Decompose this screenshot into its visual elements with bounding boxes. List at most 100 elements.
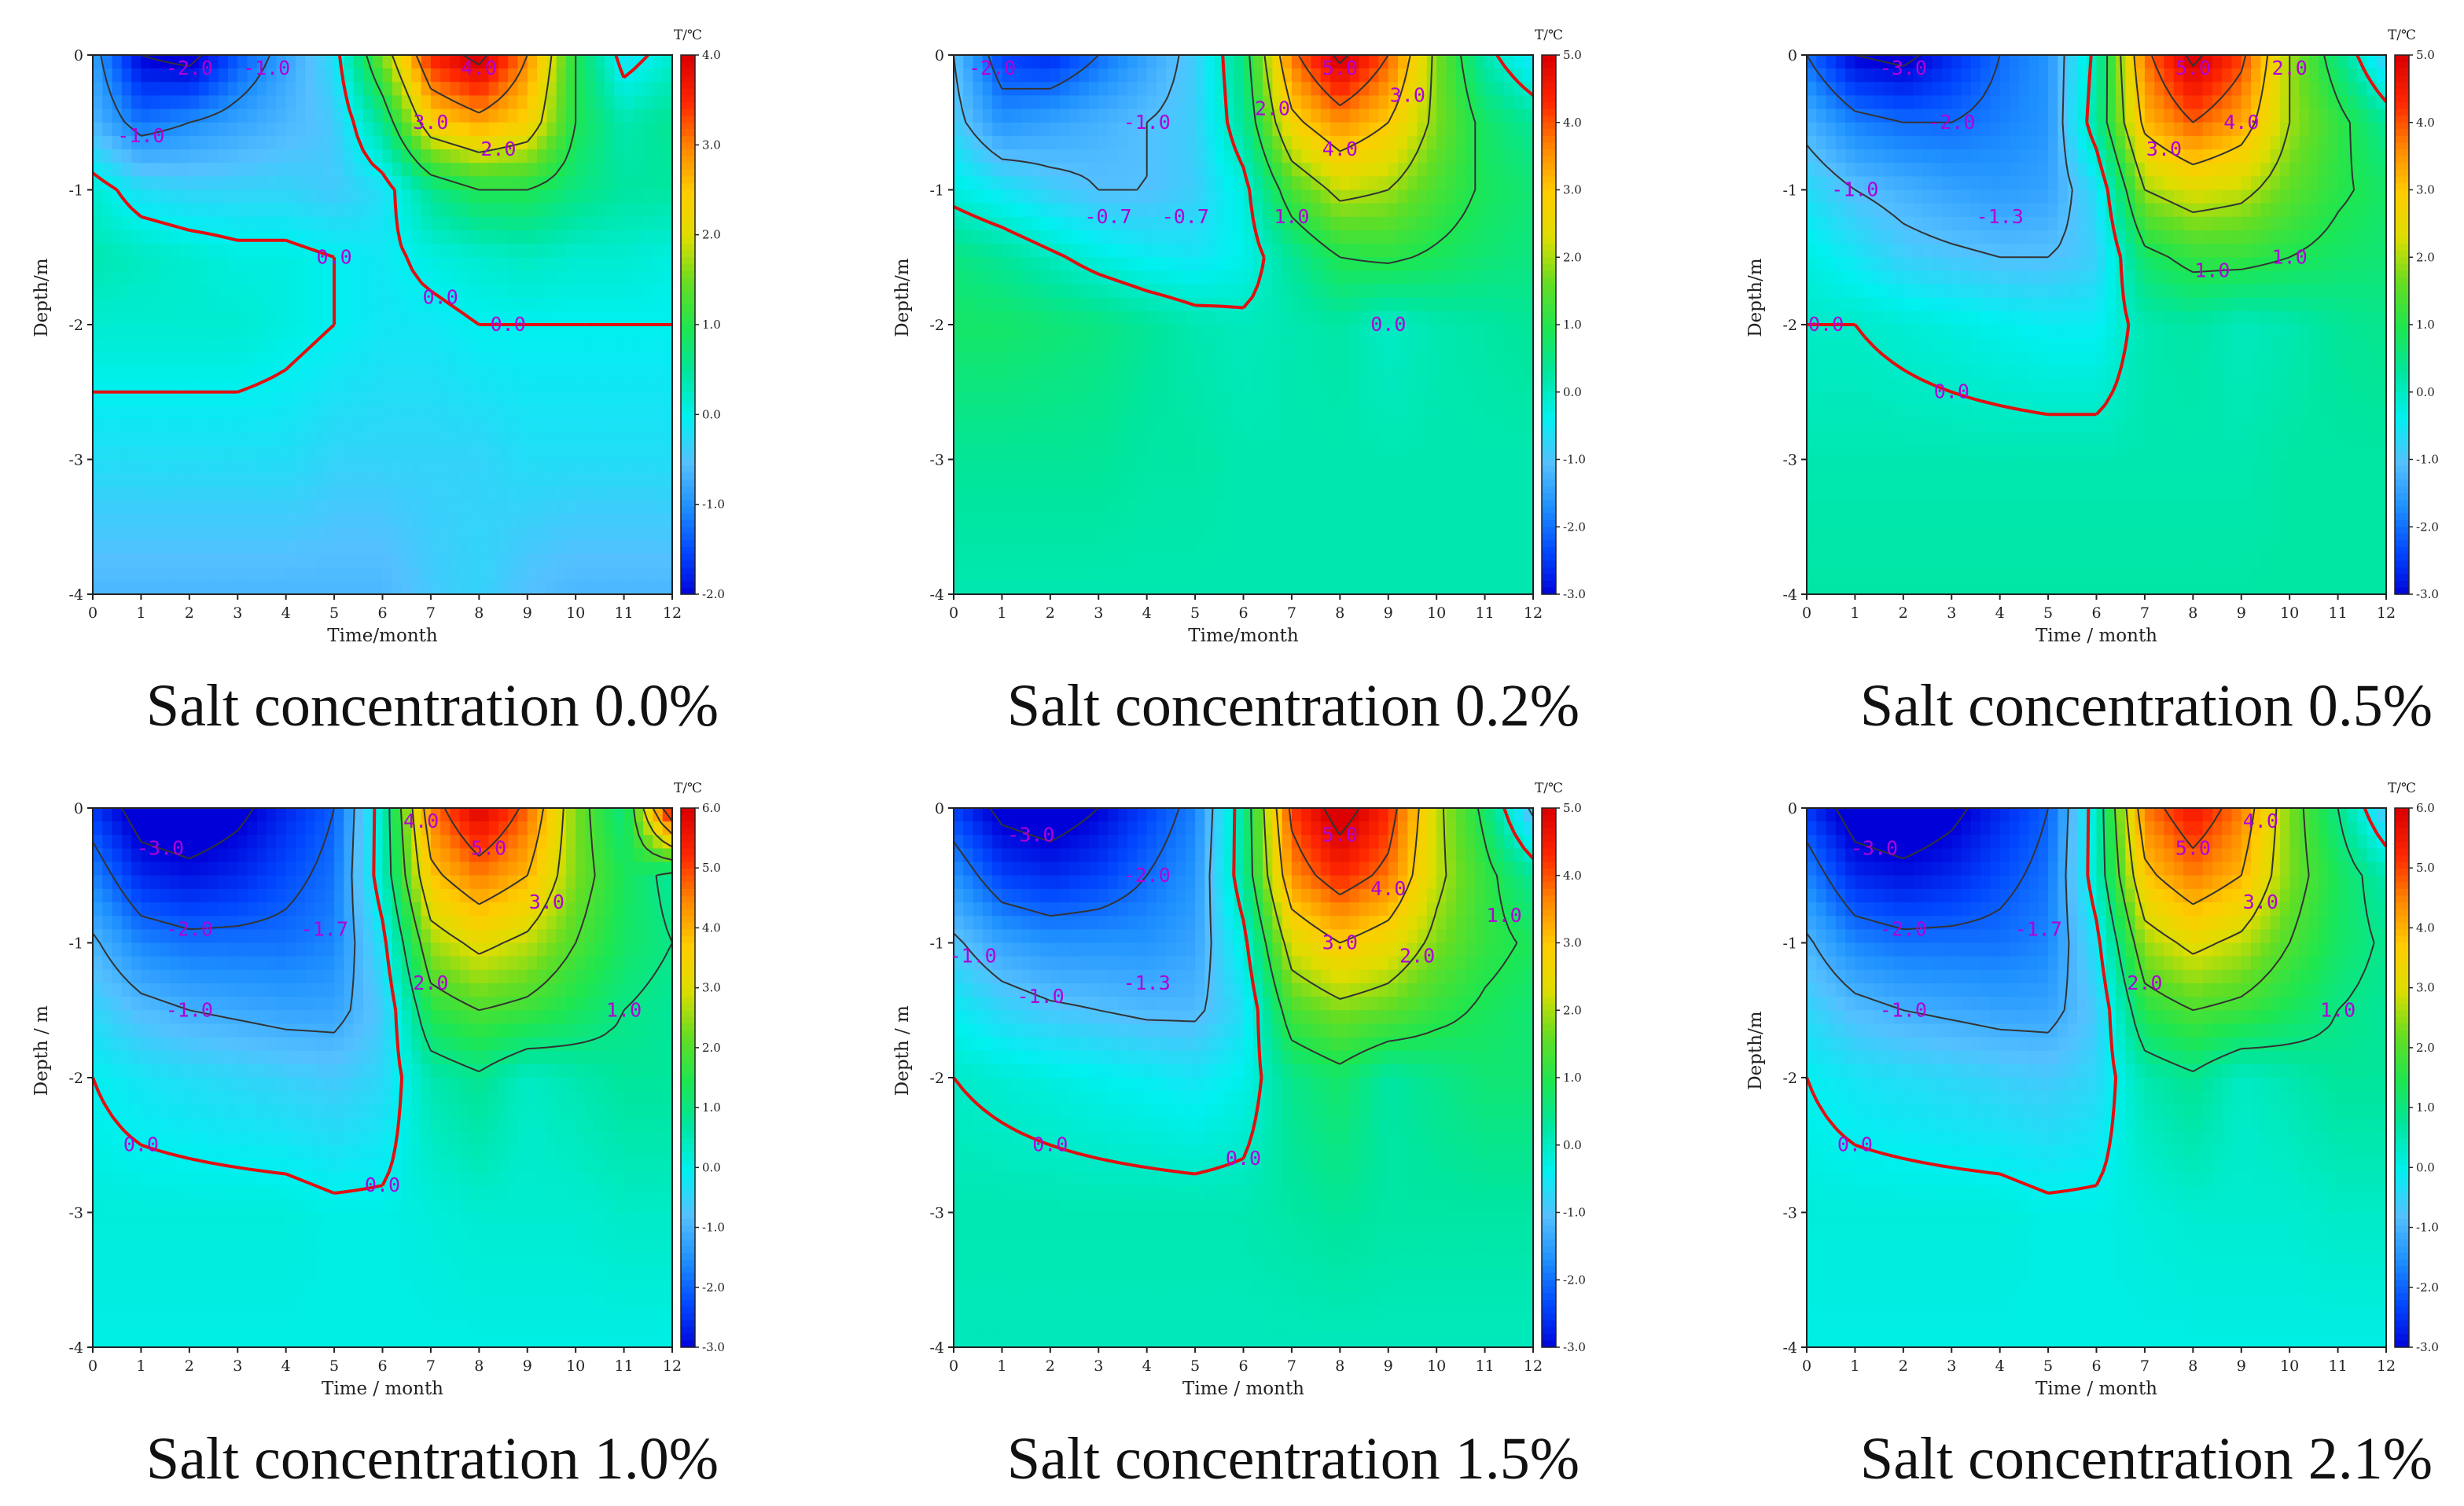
heat-cell <box>1494 82 1505 97</box>
heat-cell <box>247 513 258 527</box>
heat-cell <box>963 244 974 258</box>
heat-cell <box>121 270 132 285</box>
heat-cell <box>1195 567 1205 582</box>
heat-cell <box>1513 122 1524 137</box>
heat-cell <box>121 553 132 568</box>
heat-cell <box>1166 459 1177 474</box>
heat-cell <box>285 419 296 433</box>
heat-cell <box>334 284 344 299</box>
heat-cell <box>1291 257 1302 271</box>
heat-cell <box>643 472 654 487</box>
heat-cell <box>1359 297 1370 312</box>
heat-cell <box>1446 122 1457 137</box>
heat-cell <box>1417 189 1428 204</box>
contour-label: -0.7 <box>1162 205 1209 228</box>
heat-cell <box>1398 540 1408 555</box>
heat-cell <box>992 55 1003 69</box>
heat-cell <box>189 297 200 312</box>
heat-cell <box>305 351 316 366</box>
heat-cell <box>1185 163 1196 177</box>
heat-cell <box>353 270 364 285</box>
heat-cell <box>1407 95 1418 110</box>
heat-cell <box>1311 499 1322 514</box>
heat-cell <box>373 540 384 555</box>
heat-cell <box>1359 203 1370 218</box>
heat-cell <box>208 513 219 527</box>
heat-cell <box>267 216 277 231</box>
heat-cell <box>973 257 984 271</box>
heat-cell <box>353 216 364 231</box>
heat-cell <box>1137 68 1148 83</box>
heat-cell <box>1446 163 1457 177</box>
heat-cell <box>227 513 238 527</box>
heat-cell <box>1494 68 1505 83</box>
heat-cell <box>189 459 200 474</box>
heat-cell <box>1098 203 1109 218</box>
heat-cell <box>459 149 470 163</box>
heat-cell <box>1185 486 1196 501</box>
heat-cell <box>256 203 267 218</box>
heat-cell <box>1291 391 1302 406</box>
heat-cell <box>218 405 229 420</box>
heat-cell <box>1513 527 1524 541</box>
heat-cell <box>537 122 547 137</box>
heat-cell <box>1156 297 1167 312</box>
heat-cell <box>392 553 403 568</box>
heat-cell <box>623 122 634 137</box>
heat-cell <box>1504 297 1515 312</box>
heat-cell <box>1223 163 1234 177</box>
heat-cell <box>1050 365 1061 380</box>
heat-cell <box>276 284 287 299</box>
heat-cell <box>662 163 673 177</box>
heat-cell <box>256 297 267 312</box>
heat-cell <box>382 135 393 150</box>
heat-cell <box>508 284 519 299</box>
heat-cell <box>285 432 296 446</box>
heat-cell <box>594 284 605 299</box>
heat-cell <box>1252 325 1263 339</box>
heat-cell <box>1466 203 1476 218</box>
heat-cell <box>954 459 964 474</box>
heat-cell <box>199 122 209 137</box>
colorbar-swatch <box>681 533 695 541</box>
heat-cell <box>1031 378 1042 393</box>
heat-cell <box>1088 527 1099 541</box>
heat-cell <box>1234 540 1245 555</box>
heat-cell <box>1369 297 1380 312</box>
heat-cell <box>199 432 209 446</box>
heat-cell <box>1137 459 1148 474</box>
heat-cell <box>1195 351 1205 366</box>
heat-cell <box>576 189 587 204</box>
colorbar-swatch <box>681 472 695 480</box>
heat-cell <box>1098 244 1109 258</box>
heat-cell <box>1523 270 1534 285</box>
heat-cell <box>1378 176 1389 191</box>
heat-cell <box>556 553 567 568</box>
heat-cell <box>1291 446 1302 461</box>
heat-cell <box>440 391 451 406</box>
heat-cell <box>546 432 557 446</box>
heat-cell <box>1088 540 1099 555</box>
heat-cell <box>362 553 373 568</box>
heat-cell <box>1214 230 1225 244</box>
heat-cell <box>527 567 538 582</box>
heat-cell <box>1166 580 1177 595</box>
x-axis: 0 1 2 3 4 5 6 7 8 9 10 11 12 <box>88 594 682 622</box>
heat-cell <box>373 108 384 123</box>
heat-cell <box>1069 230 1080 244</box>
heat-cell <box>1320 55 1331 69</box>
heat-cell <box>1243 432 1254 446</box>
heat-cell <box>1088 284 1099 299</box>
heat-cell <box>653 203 664 218</box>
heat-cell <box>653 189 664 204</box>
heat-cell <box>653 122 664 137</box>
heat-cell <box>373 55 384 69</box>
heat-cell <box>121 351 132 366</box>
x-tick-label: 12 <box>663 604 682 622</box>
heat-cell <box>1088 189 1099 204</box>
heat-cell <box>1311 297 1322 312</box>
heat-cell <box>1513 270 1524 285</box>
heat-cell <box>1330 257 1340 271</box>
heat-cell <box>479 244 490 258</box>
heat-cell <box>1359 163 1370 177</box>
